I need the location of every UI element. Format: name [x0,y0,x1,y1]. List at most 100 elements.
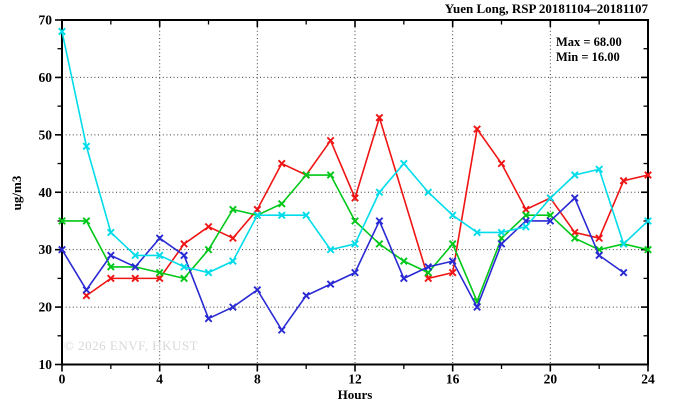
series-cyan-marker [131,251,140,260]
series-red-marker [619,176,628,185]
x-tick-labels: 0 4 8 12 16 20 24 [59,372,655,387]
x-tick-label: 12 [348,372,362,387]
series-red-marker [155,274,164,283]
series-red-marker [82,291,91,300]
series-blue-marker [399,274,408,283]
stat-min: Min = 16.00 [556,49,620,64]
series-red-marker [277,159,286,168]
x-tick-label: 8 [254,372,261,387]
series-green-line [62,174,649,304]
series-red-marker [448,268,457,277]
y-tick-label: 10 [39,357,53,372]
series-green-marker [58,217,66,225]
series-green-marker [155,268,164,277]
series-cyan-marker [424,188,433,197]
series-green-marker [302,171,311,179]
series-red-marker [644,171,652,179]
series-cyan-marker [277,211,286,220]
series-cyan-marker [375,188,384,197]
series-cyan-marker [155,251,164,260]
series-cyan-marker [229,257,237,266]
stat-max: Max = 68.00 [556,35,622,49]
series-cyan-marker [546,194,555,202]
series-blue-marker [473,303,481,311]
y-tick-label: 40 [39,185,53,200]
series-green-marker [277,199,286,208]
x-tick-label: 16 [446,372,460,387]
x-tick-label: 0 [59,372,66,387]
series-blue-marker [375,217,384,225]
series-blue-marker [253,285,262,294]
series-red-marker [253,205,262,214]
y-tick-label: 30 [39,242,53,257]
y-tick-label: 50 [39,127,53,142]
series-green-marker [497,234,506,243]
series-cyan-marker [644,217,652,225]
series-cyan-marker [497,228,506,237]
series-blue-marker [619,268,628,277]
series-cyan-marker [595,165,604,174]
series-blue-line [61,196,625,332]
series-red-marker [351,194,359,202]
series-blue-marker [204,314,213,323]
series-cyan-marker [326,245,335,254]
series-green-marker [375,240,384,248]
watermark: © 2026 ENVF, HKUST [64,338,199,353]
x-tick-label: 24 [641,372,655,387]
series-green-marker [570,234,579,243]
series-green-marker [204,245,213,254]
series-cyan-marker [180,263,188,271]
series-red-marker [131,274,140,283]
series-cyan-marker [106,228,115,237]
stats-box: Max = 68.00 Min = 16.00 [556,35,622,64]
series-red-line [85,114,649,297]
series-blue-marker [58,245,66,254]
series-green-marker [546,211,555,220]
series-cyan-marker [522,222,530,231]
series-cyan-marker [351,240,359,248]
series-blue-marker [131,263,140,271]
series-green-marker [229,205,237,214]
series-blue-marker [570,194,579,202]
series-blue-marker [155,234,164,243]
series-cyan-marker [473,228,481,237]
series-blue-marker [424,263,433,271]
series-blue-marker [326,280,335,288]
series-green-marker [522,211,530,220]
gridlines [62,20,648,365]
series-red-marker [595,234,604,243]
series-cyan-marker [82,142,91,151]
x-tick-label: 20 [544,372,558,387]
series-green-marker [326,171,335,179]
y-axis-label: ug/m3 [9,175,24,211]
y-tick-label: 60 [39,70,53,85]
series-cyan-marker [570,171,579,179]
series-red-marker [326,136,335,145]
series-red-marker [497,159,506,168]
series-cyan-marker [204,268,213,277]
series-red-marker [106,274,115,283]
chart-title: Yuen Long, RSP 20181104–20181107 [444,1,648,16]
series-blue-marker [180,251,188,260]
series-cyan [58,27,652,277]
series-red-marker [522,205,530,214]
series-blue-marker [229,303,237,311]
y-tick-labels: 10 20 30 40 50 60 70 [39,13,53,373]
series-green-marker [644,245,652,254]
series-cyan-marker [302,211,311,220]
series-green [58,171,652,306]
series-cyan-marker [399,159,408,168]
series-cyan-marker [619,240,628,248]
series-blue-marker [497,240,506,248]
series-green-marker [351,217,359,225]
series-blue-marker [277,326,286,334]
series-blue-marker [448,257,457,266]
plot-border [61,19,649,366]
series-blue-marker [595,251,604,260]
series-blue-marker [546,217,555,225]
series-green-marker [106,263,115,271]
series-red-marker [570,228,579,237]
series-blue-marker [82,285,91,294]
series-blue-marker [106,251,115,260]
